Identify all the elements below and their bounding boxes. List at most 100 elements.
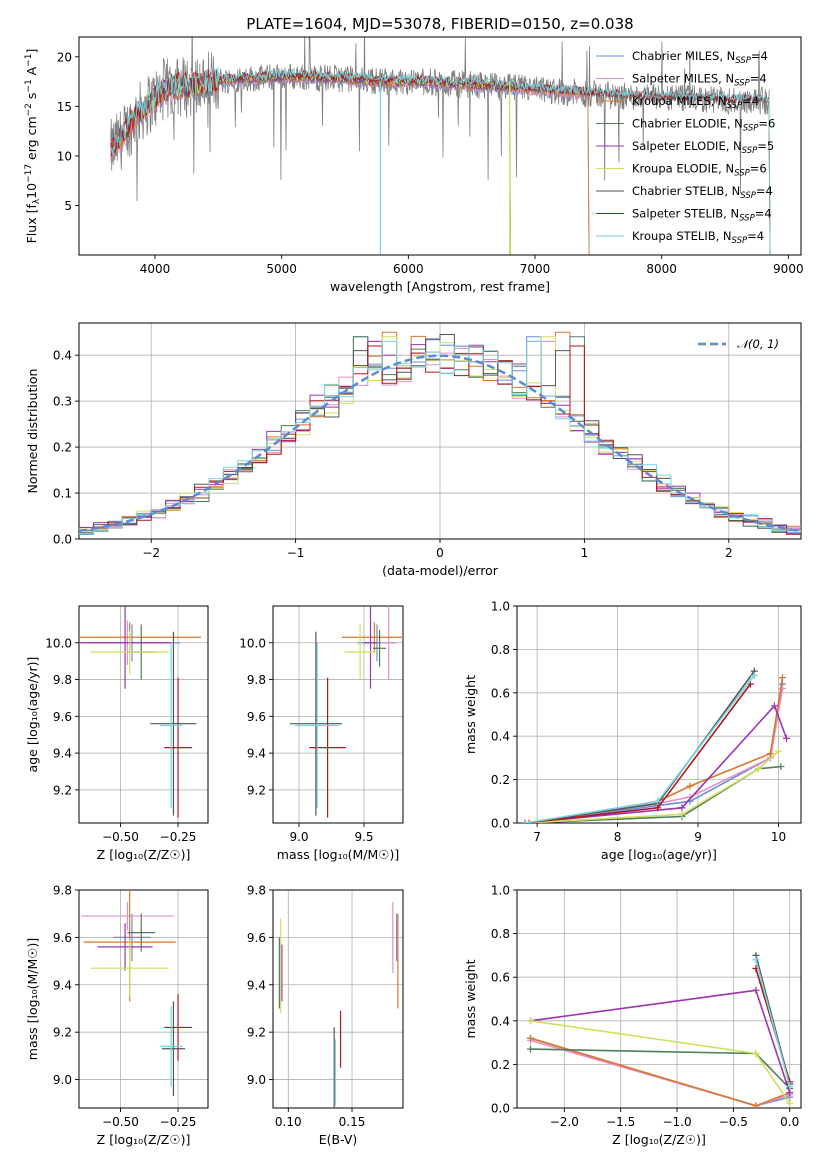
y-tick-label: 0.3 xyxy=(53,395,72,409)
x-axis-label: Z [log₁₀(Z/Z☉)] xyxy=(97,847,191,862)
x-tick-label: −1.0 xyxy=(662,1115,691,1129)
y-tick-label: 9.4 xyxy=(53,747,72,761)
legend-count: =4 xyxy=(742,94,759,108)
weight-marker-kroupa-stelib xyxy=(786,1082,794,1090)
x-tick-label: 0.15 xyxy=(339,1115,366,1129)
x-tick-label: −0.50 xyxy=(102,830,139,844)
mass-vs-extinction-panel: 0.10 0.15 9.0 9.2 9.4 9.6 9.8 E(B-V) xyxy=(247,884,404,1147)
y-tick-label: 0.0 xyxy=(491,817,510,831)
weight-line-kroupa-elodie xyxy=(524,750,780,823)
x-tick-label: 7 xyxy=(533,830,541,844)
weight-marker-kroupa-stelib xyxy=(521,819,529,823)
x-axis-label: mass [log₁₀(M/M☉)] xyxy=(277,847,399,862)
y-tick-label: 0.4 xyxy=(491,1014,510,1028)
weight-marker-kroupa-stelib xyxy=(750,671,758,679)
y-tick-label: 10 xyxy=(57,149,72,163)
y-axis-label-part: −1 xyxy=(24,79,34,92)
y-tick-label: 5 xyxy=(64,199,72,213)
x-tick-label: 9.0 xyxy=(289,830,308,844)
mass-vs-metallicity-panel: −0.50 −0.25 9.0 9.2 9.4 9.6 9.8 Z [log₁₀(Z/Z☉)]… xyxy=(25,884,209,1147)
y-tick-label: 20 xyxy=(57,50,72,64)
legend-subscript: SSP xyxy=(742,146,758,156)
normal-distribution-curve xyxy=(79,354,801,533)
y-tick-label: 0.0 xyxy=(53,533,72,547)
y-axis-label: Normed distribution xyxy=(25,369,40,494)
x-axis-label: E(B-V) xyxy=(319,1132,358,1147)
x-axis-label: Z [log₁₀(Z/Z☉)] xyxy=(97,1132,191,1147)
model-spectrum-kroupa-stelib xyxy=(110,66,771,255)
observed-spectrum xyxy=(110,37,770,202)
y-axis-label-part: s xyxy=(24,93,39,104)
x-tick-label: 1 xyxy=(581,546,589,560)
y-tick-label: 9.2 xyxy=(53,783,72,797)
y-tick-label: 0.6 xyxy=(491,686,510,700)
x-tick-label: 8 xyxy=(614,830,622,844)
axes-frame xyxy=(78,36,802,256)
y-tick-label: 9.8 xyxy=(53,884,72,898)
weight-marker-salpeter-elodie xyxy=(783,734,791,742)
y-axis-label-part: erg cm xyxy=(24,116,39,164)
mass-weight-vs-metallicity-panel: −2.0 −1.5 −1.0 −0.5 0.0 0.0 0.2 0.4 0.6 0.8 1.0 Z [… xyxy=(463,884,802,1147)
x-tick-label: −1.5 xyxy=(606,1115,635,1129)
y-axis-label: mass weight xyxy=(463,675,478,754)
y-axis-label: mass [log₁₀(M/M☉)] xyxy=(25,938,40,1060)
x-tick-label: 7000 xyxy=(520,262,551,276)
legend-entry: Chabrier ELODIE, NSSP=6 xyxy=(632,117,775,134)
legend-entry: 𝒩(0, 1) xyxy=(737,337,779,351)
x-tick-label: 0.10 xyxy=(275,1115,302,1129)
x-axis-label: age [log₁₀(age/yr)] xyxy=(601,847,717,862)
axes-frame xyxy=(272,889,404,1109)
weight-marker-kroupa-elodie xyxy=(774,747,782,755)
y-axis-label: Flux [fλ10−17 erg cm−2 s−1 A−1] xyxy=(24,49,42,244)
x-tick-label: −2 xyxy=(142,546,160,560)
y-tick-label: 0.1 xyxy=(53,487,72,501)
errorbar-plot-area xyxy=(79,606,202,818)
x-tick-label: 9.5 xyxy=(354,830,373,844)
errorbar-plot-area xyxy=(289,606,403,818)
legend-entry: Chabrier STELIB, NSSP=4 xyxy=(632,184,773,201)
legend-entry: Salpeter MILES, NSSP=4 xyxy=(632,72,767,89)
x-axis-label: (data-model)/error xyxy=(382,563,499,578)
weight-marker-salpeter-stelib xyxy=(654,804,662,812)
y-tick-label: 15 xyxy=(57,100,72,114)
legend-count: =4 xyxy=(755,207,772,221)
y-tick-label: 9.6 xyxy=(247,710,266,724)
axes-frame xyxy=(78,605,209,824)
y-tick-label: 0.4 xyxy=(491,730,510,744)
y-tick-label: 0.2 xyxy=(491,773,510,787)
weight-marker-kroupa-elodie xyxy=(754,765,762,773)
y-tick-label: 9.8 xyxy=(247,673,266,687)
x-tick-label: −0.50 xyxy=(102,1115,139,1129)
mass-weight-vs-age-panel: 7 8 9 10 0.0 0.2 0.4 0.6 0.8 1.0 age [log₁₀(age/yr… xyxy=(463,600,802,862)
weight-marker-salpeter-elodie xyxy=(786,1089,794,1097)
legend-subscript: SSP xyxy=(734,79,750,89)
weight-marker-kroupa-miles xyxy=(686,782,694,790)
legend-count: =4 xyxy=(751,49,768,63)
legend-subscript: SSP xyxy=(732,236,748,246)
y-tick-label: 9.6 xyxy=(53,931,72,945)
weight-marker-kroupa-miles xyxy=(525,819,533,823)
x-tick-label: −0.5 xyxy=(719,1115,748,1129)
legend-entry: Kroupa ELODIE, NSSP=6 xyxy=(632,162,767,179)
x-tick-label: 0 xyxy=(436,546,444,560)
spectrum-title: PLATE=1604, MJD=53078, FIBERID=0150, z=0… xyxy=(246,15,633,33)
x-axis-label: Z [log₁₀(Z/Z☉)] xyxy=(612,1132,706,1147)
x-tick-label: −2.0 xyxy=(550,1115,579,1129)
y-tick-label: 0.0 xyxy=(491,1102,510,1116)
y-tick-label: 9.2 xyxy=(53,1026,72,1040)
y-tick-label: 0.8 xyxy=(491,927,510,941)
y-axis-label-part: −17 xyxy=(24,164,34,183)
y-axis-label-part: ] xyxy=(24,49,39,54)
y-tick-label: 10.0 xyxy=(45,636,72,650)
y-axis-label: mass weight xyxy=(463,959,478,1038)
y-axis-label: age [log₁₀(age/yr)] xyxy=(25,657,40,773)
weight-marker-kroupa-miles xyxy=(527,1034,535,1042)
y-tick-label: 9.6 xyxy=(53,710,72,724)
legend-entry: Kroupa STELIB, NSSP=4 xyxy=(632,229,764,246)
weight-marker-kroupa-elodie xyxy=(678,810,686,818)
x-tick-label: 10 xyxy=(771,830,786,844)
weight-line-kroupa-stelib xyxy=(755,959,791,1087)
legend-subscript: SSP xyxy=(743,124,759,134)
weight-marker-kroupa-stelib xyxy=(654,797,662,805)
x-tick-label: 0.0 xyxy=(780,1115,799,1129)
